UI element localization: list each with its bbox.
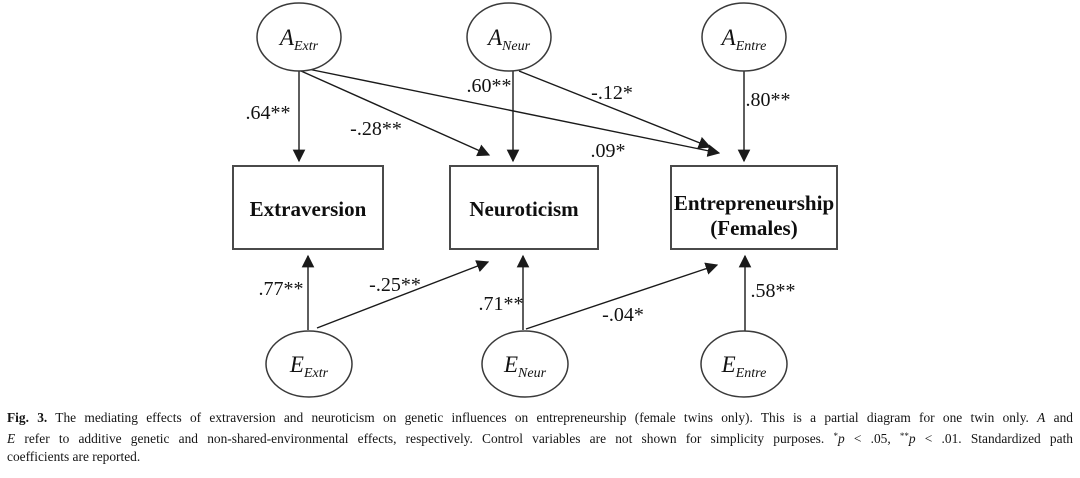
box-label-entrepreneurship-line1: Entrepreneurship [674,191,834,215]
figure-caption: Fig. 3. The mediating effects of extrave… [7,409,1073,466]
path-arrow-a-neur-to-entrepreneurship [518,70,712,149]
sem-diagram-container: .64** -.28** .09* .60** -.12* .80** .77*… [232,2,838,398]
latent-label-e-extr: EExtr [289,352,329,381]
ellipse-shape [700,330,788,398]
latent-node-e-extr: EExtr [265,330,353,398]
coef-label-a-neur-to-entrepreneurship: -.12* [591,82,633,104]
caption-text: refer to additive genetic and non-shared… [15,431,834,446]
ellipse-shape [481,330,569,398]
caption-line-3: coefficients are reported. [7,448,1073,466]
coef-label-a-neur-to-neuroticism: .60** [467,75,512,97]
coef-label-e-entre-to-entrepreneurship: .58** [751,280,796,302]
coef-label-e-extr-to-extraversion: .77** [259,278,304,300]
caption-text-italic-p: p [837,431,845,446]
path-arrow-e-neur-to-entrepreneurship [525,262,719,330]
caption-text: and [1045,410,1073,425]
latent-label-e-entre: EEntre [721,352,767,381]
caption-sup-double-asterisk: ** [899,431,909,441]
caption-text: coefficients are reported. [7,449,141,464]
latent-label-a-neur: ANeur [486,25,531,54]
coef-label-e-extr-to-neuroticism: -.25** [369,274,421,296]
coef-label-e-neur-to-neuroticism: .71** [479,293,524,315]
coef-label-a-extr-to-neuroticism: -.28** [350,118,402,140]
caption-sup-asterisk: * [833,431,838,441]
caption-text-italic-p: p [908,431,916,446]
caption-text-italic-a: A [1037,410,1046,425]
observed-box-entrepreneurship: Entrepreneurship (Females) [670,165,838,250]
latent-node-e-neur: ENeur [481,330,569,398]
latent-node-a-neur: ANeur [466,2,552,72]
box-label-neuroticism: Neuroticism [469,197,579,221]
caption-text: < .01. Standardized path [915,431,1073,446]
path-arrow-a-extr-to-neuroticism [300,70,491,157]
latent-node-a-extr: AExtr [256,2,342,72]
coef-label-a-extr-to-entrepreneurship: .09* [591,140,626,162]
observed-box-neuroticism: Neuroticism [449,165,599,250]
box-label-extraversion: Extraversion [250,197,367,221]
path-arrow-e-extr-to-neuroticism [316,260,490,329]
latent-node-a-entre: AEntre [701,2,787,72]
ellipse-shape [466,2,552,72]
caption-text: < .05, [844,431,900,446]
box-shape [449,165,599,250]
caption-line-2: E refer to additive genetic and non-shar… [7,427,1073,448]
path-arrow-a-extr-to-entrepreneurship [302,67,721,157]
sem-path-diagram: .64** -.28** .09* .60** -.12* .80** .77*… [232,2,838,398]
coef-label-a-extr-to-extraversion: .64** [246,102,291,124]
box-shape [670,165,838,250]
latent-label-a-extr: AExtr [278,25,319,54]
latent-label-a-entre: AEntre [720,25,767,54]
coef-label-a-entre-to-entrepreneurship: .80** [746,89,791,111]
latent-node-e-entre: EEntre [700,330,788,398]
box-shape [232,165,384,250]
caption-fig-number: Fig. 3. [7,410,48,425]
caption-line-1: Fig. 3. The mediating effects of extrave… [7,409,1073,427]
box-label-entrepreneurship-line2: (Females) [710,216,797,240]
coef-label-e-neur-to-entrepreneurship: -.04* [602,304,644,326]
observed-box-extraversion: Extraversion [232,165,384,250]
ellipse-shape [265,330,353,398]
caption-text: The mediating effects of extraversion an… [47,410,1038,425]
ellipse-shape [701,2,787,72]
caption-text-italic-e: E [7,431,16,446]
ellipse-shape [256,2,342,72]
latent-label-e-neur: ENeur [503,352,547,381]
